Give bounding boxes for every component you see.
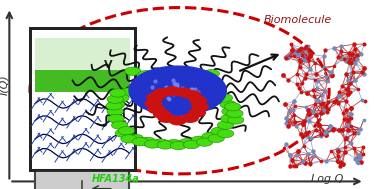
Ellipse shape	[110, 89, 126, 97]
Ellipse shape	[129, 66, 226, 115]
Ellipse shape	[107, 107, 123, 116]
Ellipse shape	[108, 100, 125, 109]
Ellipse shape	[192, 103, 208, 111]
Ellipse shape	[148, 105, 165, 113]
Text: Biomolecule: Biomolecule	[263, 15, 331, 25]
Ellipse shape	[115, 129, 132, 137]
Ellipse shape	[140, 79, 156, 87]
Ellipse shape	[217, 129, 234, 138]
Ellipse shape	[216, 94, 233, 102]
Ellipse shape	[175, 88, 191, 96]
Ellipse shape	[208, 134, 224, 143]
Text: HFA134a: HFA134a	[92, 174, 140, 184]
Ellipse shape	[151, 72, 167, 81]
Text: L: L	[119, 114, 126, 124]
Ellipse shape	[183, 140, 200, 149]
Ellipse shape	[106, 102, 122, 110]
Ellipse shape	[153, 139, 169, 147]
Ellipse shape	[111, 121, 128, 129]
Ellipse shape	[221, 114, 237, 123]
Ellipse shape	[202, 132, 218, 141]
Ellipse shape	[157, 141, 174, 149]
Ellipse shape	[145, 99, 162, 108]
Ellipse shape	[200, 83, 217, 91]
Ellipse shape	[147, 93, 163, 101]
Ellipse shape	[196, 138, 213, 146]
Ellipse shape	[211, 127, 227, 136]
Ellipse shape	[182, 114, 198, 122]
Ellipse shape	[165, 76, 181, 84]
Bar	[30, 28, 135, 170]
Ellipse shape	[113, 94, 129, 102]
Ellipse shape	[164, 73, 180, 82]
Ellipse shape	[184, 91, 201, 99]
Ellipse shape	[227, 116, 244, 124]
Text: V: V	[104, 60, 113, 70]
Ellipse shape	[224, 103, 241, 111]
Ellipse shape	[166, 139, 182, 148]
Ellipse shape	[132, 138, 148, 146]
Ellipse shape	[144, 140, 161, 148]
Ellipse shape	[203, 70, 220, 78]
Bar	[35, 170, 129, 189]
Ellipse shape	[220, 100, 236, 109]
Ellipse shape	[164, 87, 180, 95]
Ellipse shape	[154, 110, 170, 118]
Ellipse shape	[177, 77, 193, 85]
Ellipse shape	[189, 79, 206, 87]
Bar	[35, 70, 130, 92]
Ellipse shape	[120, 88, 136, 96]
Ellipse shape	[190, 72, 206, 81]
Ellipse shape	[222, 107, 238, 116]
Ellipse shape	[209, 88, 226, 96]
Ellipse shape	[169, 116, 186, 125]
Text: I(Q): I(Q)	[0, 75, 9, 95]
Ellipse shape	[153, 89, 170, 97]
Ellipse shape	[140, 137, 156, 146]
Ellipse shape	[127, 134, 144, 143]
Ellipse shape	[170, 141, 187, 150]
Ellipse shape	[177, 73, 193, 82]
Ellipse shape	[217, 121, 234, 129]
Ellipse shape	[107, 95, 123, 103]
Ellipse shape	[227, 109, 243, 118]
Bar	[30, 28, 135, 170]
Ellipse shape	[158, 114, 175, 122]
Ellipse shape	[121, 135, 137, 143]
Ellipse shape	[125, 67, 141, 75]
Ellipse shape	[191, 136, 208, 144]
Bar	[35, 38, 130, 92]
Text: Log Q: Log Q	[311, 174, 343, 184]
Ellipse shape	[152, 77, 168, 85]
Ellipse shape	[190, 96, 206, 105]
Ellipse shape	[118, 127, 135, 135]
Ellipse shape	[189, 109, 205, 117]
Ellipse shape	[108, 114, 124, 123]
Ellipse shape	[179, 139, 195, 147]
Ellipse shape	[129, 83, 145, 91]
Ellipse shape	[138, 70, 154, 79]
